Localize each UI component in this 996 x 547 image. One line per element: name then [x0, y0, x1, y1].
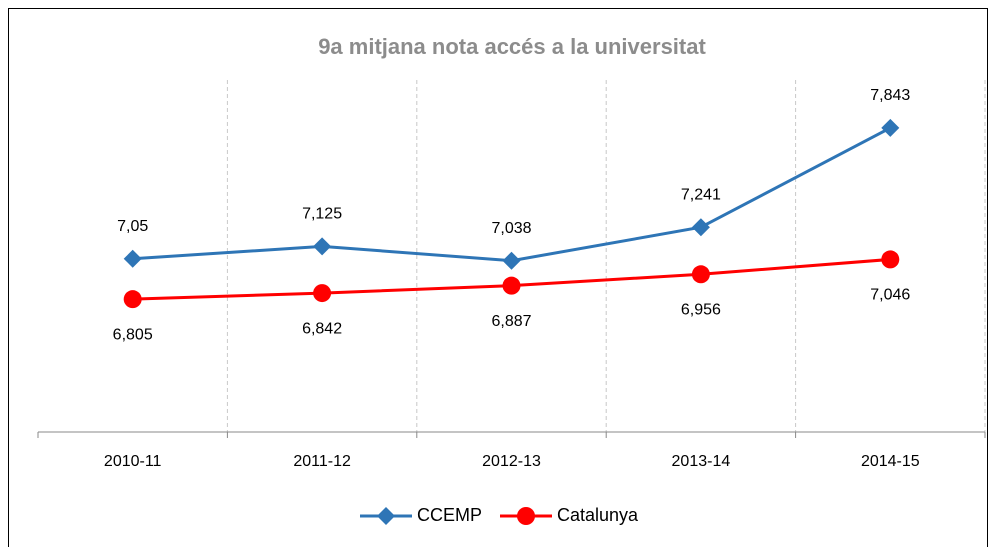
- data-point: [123, 290, 142, 309]
- x-tick-label: 2010-11: [104, 453, 162, 470]
- data-point: [502, 251, 521, 270]
- data-point: [881, 250, 900, 269]
- x-tick-label: 2011-12: [293, 453, 351, 470]
- legend-marker: [377, 507, 395, 525]
- chart-border: [8, 8, 988, 547]
- legend-marker: [517, 507, 535, 525]
- data-point: [881, 118, 900, 137]
- data-point: [123, 249, 142, 268]
- data-label: 6,805: [113, 326, 153, 343]
- data-point: [691, 265, 710, 284]
- data-label: 7,038: [491, 220, 531, 237]
- chart-title: 9a mitjana nota accés a la universitat: [318, 34, 706, 59]
- data-label: 6,842: [302, 320, 342, 337]
- legend-label: CCEMP: [417, 505, 482, 525]
- legend-label: Catalunya: [557, 505, 639, 525]
- data-point: [313, 284, 332, 303]
- data-point: [502, 276, 521, 295]
- data-label: 7,05: [117, 218, 148, 235]
- data-point: [691, 218, 710, 237]
- data-label: 7,125: [302, 206, 342, 223]
- x-tick-label: 2012-13: [482, 453, 541, 470]
- data-label: 7,241: [681, 186, 721, 203]
- x-tick-label: 2014-15: [861, 453, 920, 470]
- data-label: 7,843: [870, 87, 910, 104]
- data-point: [313, 237, 332, 256]
- data-label: 7,046: [870, 287, 910, 304]
- data-label: 6,887: [491, 313, 531, 330]
- data-label: 6,956: [681, 301, 721, 318]
- x-tick-label: 2013-14: [672, 453, 731, 470]
